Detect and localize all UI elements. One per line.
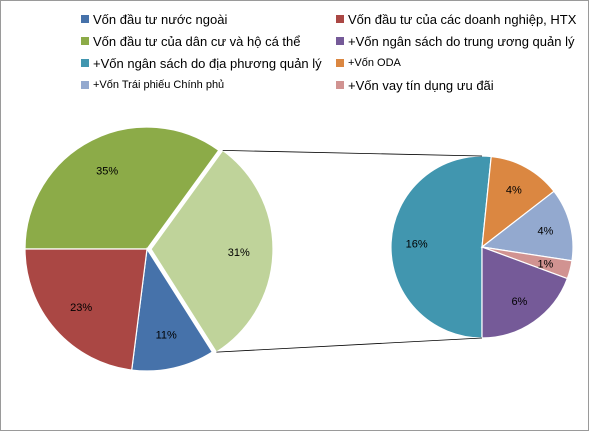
legend-item: Vốn đầu tư của dân cư và hộ cá thể (81, 31, 336, 51)
secondary-pie-slice (390, 155, 492, 339)
legend-label: +Vốn ngân sách do địa phương quản lý (93, 55, 322, 71)
main-pie-slice (24, 126, 220, 250)
legend-swatch (336, 81, 344, 89)
secondary-pie-data-label: 16% (406, 239, 428, 251)
legend-item: +Vốn vay tín dụng ưu đãi (336, 75, 586, 95)
legend-label: +Vốn vay tín dụng ưu đãi (348, 77, 494, 93)
legend: Vốn đầu tư nước ngoài Vốn đầu tư của các … (81, 9, 586, 95)
legend-item: Vốn đầu tư nước ngoài (81, 9, 336, 29)
main-pie-data-label: 23% (70, 302, 92, 314)
main-pie-data-label: 35% (96, 166, 118, 178)
legend-swatch (81, 81, 89, 89)
legend-swatch (81, 37, 89, 45)
legend-swatch (336, 15, 344, 23)
legend-swatch (81, 15, 89, 23)
legend-item: +Vốn ngân sách do địa phương quản lý (81, 53, 336, 73)
legend-item: +Vốn Trái phiếu Chính phủ (81, 75, 336, 95)
main-pie-slice (24, 248, 148, 371)
secondary-pie-slice (481, 246, 569, 339)
connector-line-top (222, 150, 483, 157)
legend-item: Vốn đầu tư của các doanh nghiệp, HTX (336, 9, 586, 29)
secondary-pie-data-label: 4% (506, 185, 522, 197)
legend-item: +Vốn ODA (336, 53, 586, 73)
connector-line-bottom (216, 337, 483, 353)
secondary-pie-slice (480, 190, 574, 262)
legend-swatch (81, 59, 89, 67)
secondary-pie-data-label: 6% (511, 296, 527, 308)
legend-label: Vốn đầu tư của dân cư và hộ cá thể (93, 33, 301, 49)
secondary-pie-data-label: 4% (537, 226, 553, 238)
main-pie-slice (131, 247, 214, 372)
legend-label: Vốn đầu tư nước ngoài (93, 11, 228, 27)
main-pie-slice (150, 149, 274, 353)
legend-swatch (336, 59, 344, 67)
secondary-pie-data-label: 1% (537, 258, 553, 270)
legend-label: +Vốn ngân sách do trung ương quản lý (348, 33, 575, 49)
legend-label: +Vốn ODA (348, 57, 401, 69)
main-pie-data-label: 11% (156, 330, 177, 342)
legend-label: +Vốn Trái phiếu Chính phủ (93, 79, 225, 91)
legend-item: +Vốn ngân sách do trung ương quản lý (336, 31, 586, 51)
legend-swatch (336, 37, 344, 45)
main-pie-data-label: 31% (228, 247, 250, 259)
secondary-pie-slice (481, 155, 555, 249)
legend-label: Vốn đầu tư của các doanh nghiệp, HTX (348, 11, 577, 27)
